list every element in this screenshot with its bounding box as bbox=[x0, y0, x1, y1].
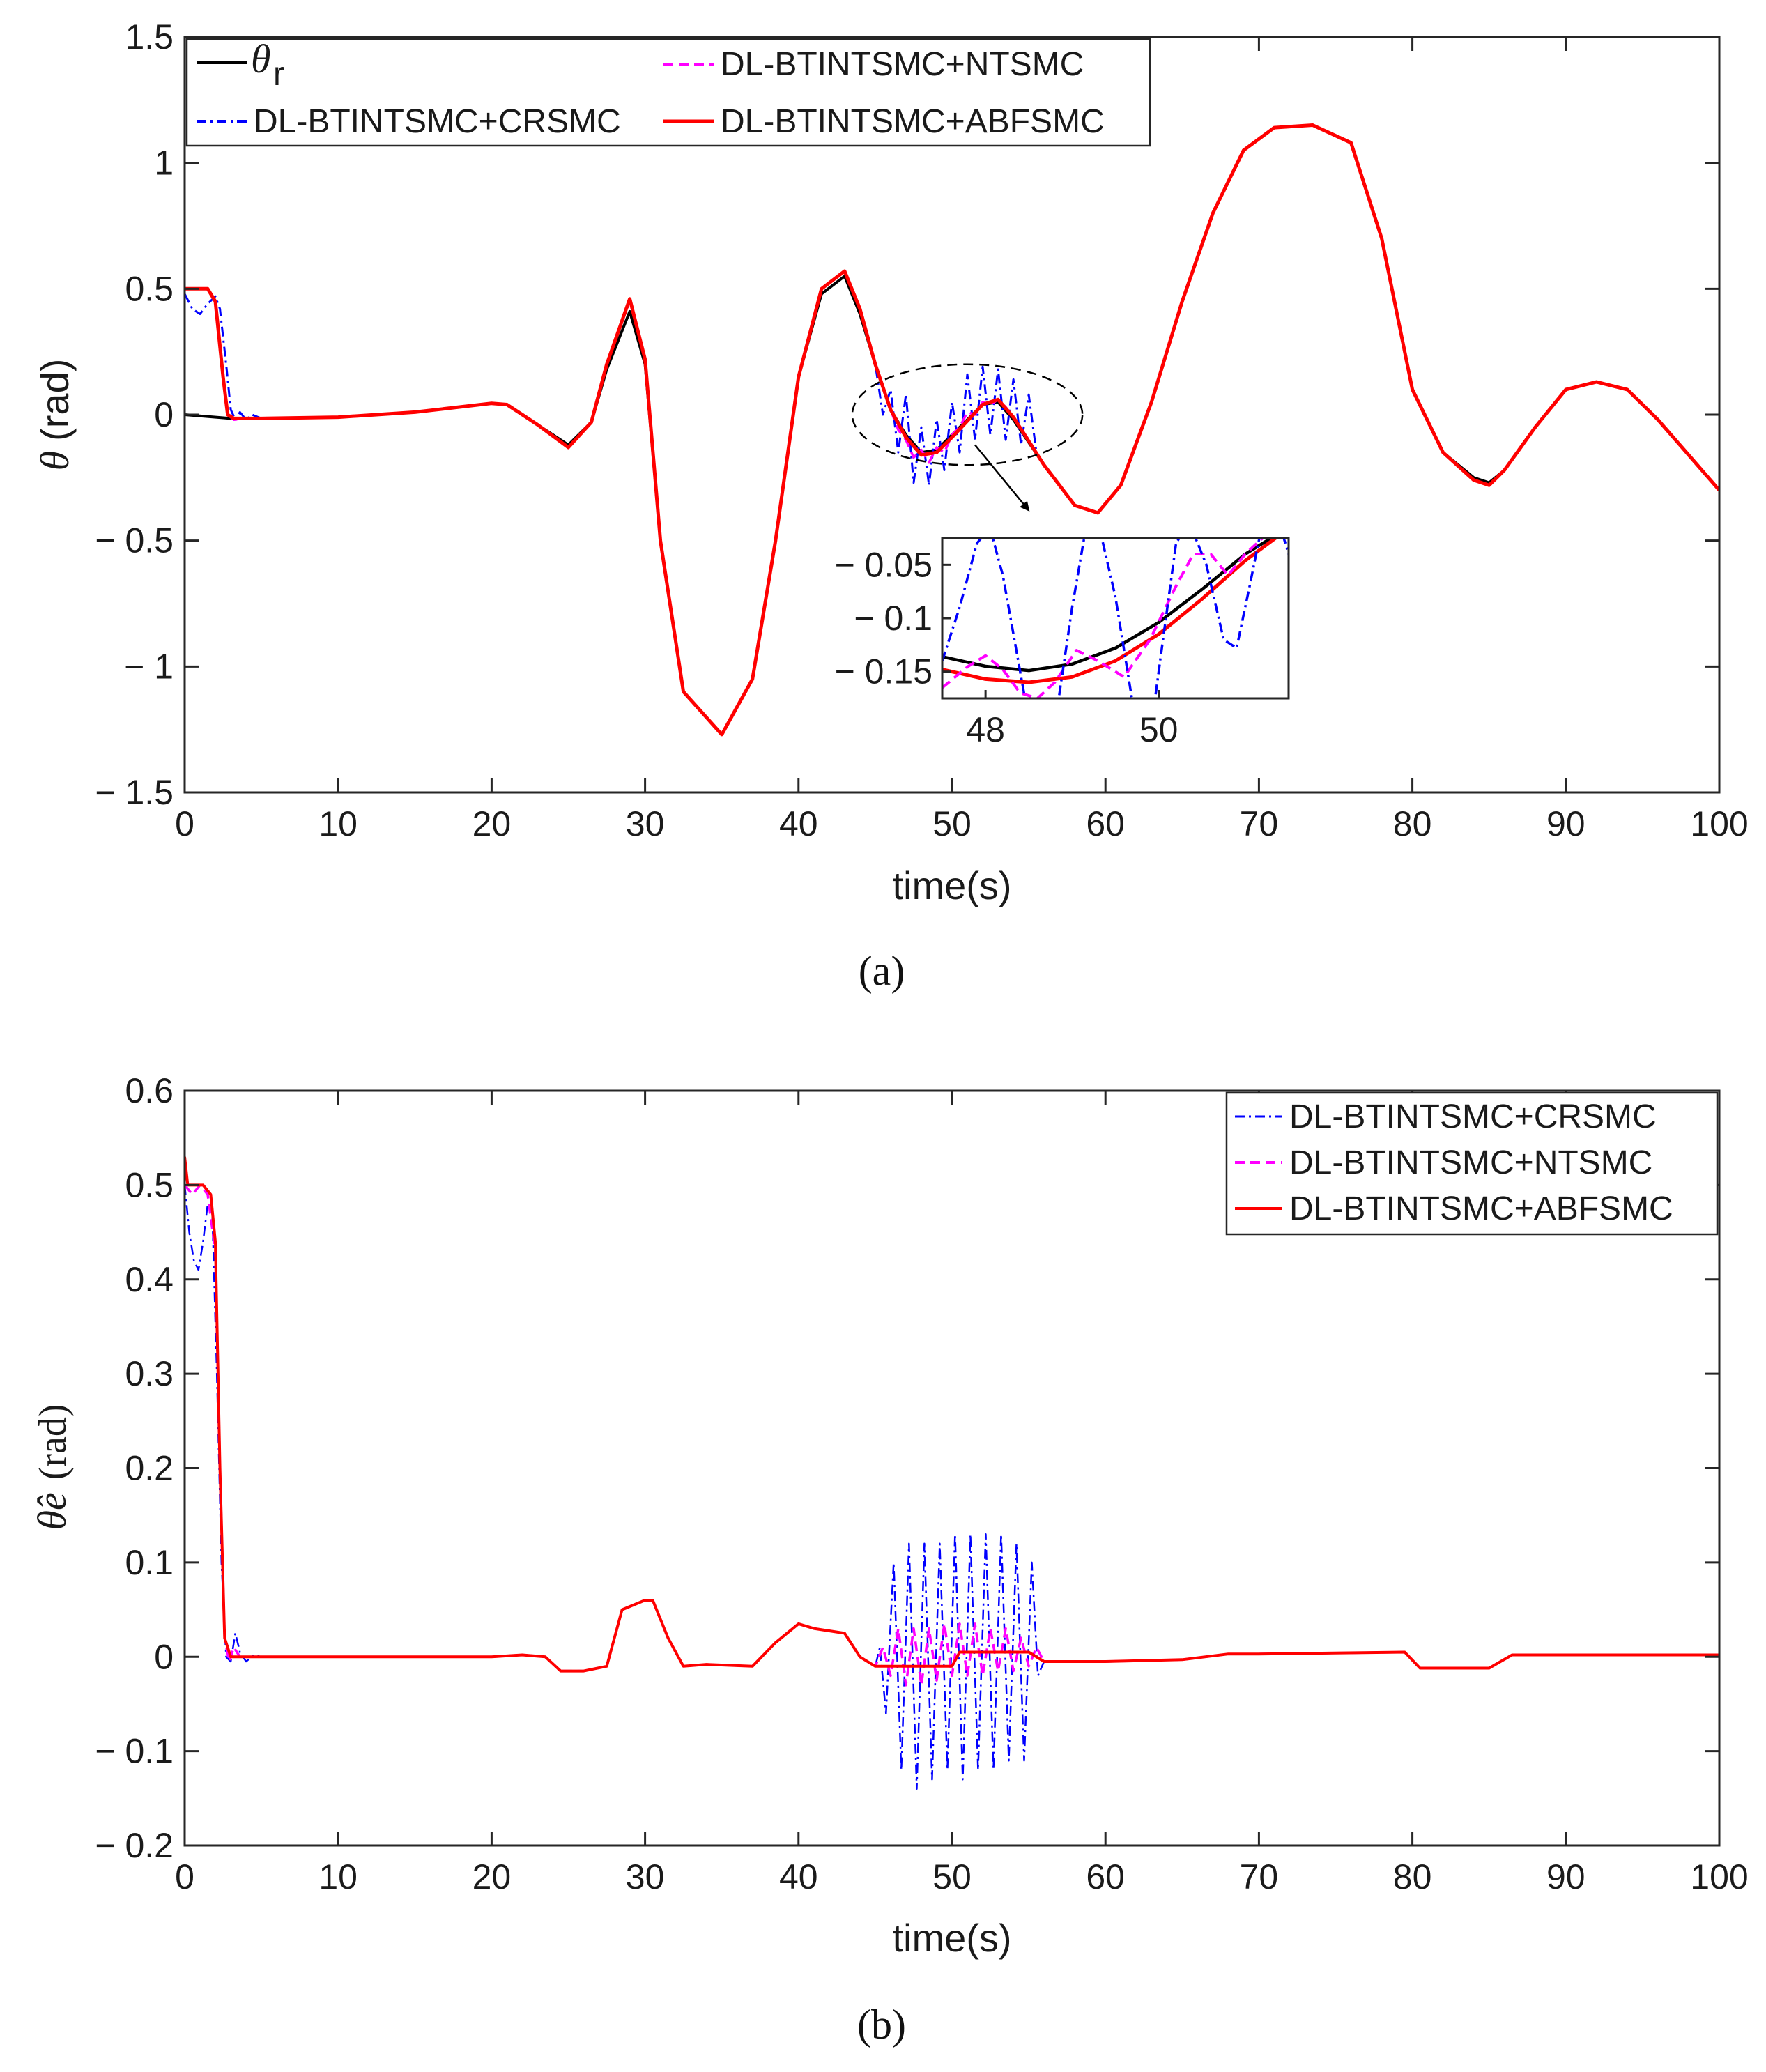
zoom-arrow bbox=[974, 444, 1030, 512]
x-tick-label: 80 bbox=[1393, 804, 1432, 843]
x-tick-label: 70 bbox=[1240, 1857, 1279, 1896]
y-tick-label: 0.3 bbox=[125, 1354, 174, 1393]
legend: DL-BTINTSMC+CRSMC DL-BTINTSMC+NTSMC DL-B… bbox=[1225, 1091, 1719, 1236]
zoom-ellipse bbox=[851, 363, 1084, 466]
y-tick-label: − 0.2 bbox=[95, 1826, 174, 1865]
legend-box bbox=[185, 38, 1151, 147]
inset-y-tick-label: − 0.05 bbox=[835, 545, 932, 584]
y-axis-label-symbol: θ bbox=[32, 451, 77, 471]
x-tick-label: 10 bbox=[318, 804, 358, 843]
axis-ticks: 0 10 20 30 40 50 60 70 80 90 100 − 1.5 − 1 − 0.5 0 0.5 1… bbox=[95, 17, 1748, 843]
x-axis-label: time(s) bbox=[892, 864, 1011, 907]
inset-zoom-plot: 48 50 − 0.15 − 0.1 − 0.05 bbox=[835, 537, 1290, 749]
y-tick-label: 0.1 bbox=[125, 1543, 174, 1582]
legend-box bbox=[1225, 1091, 1719, 1236]
legend-label: DL-BTINTSMC+NTSMC bbox=[721, 46, 1084, 83]
legend-label: θ bbox=[251, 36, 271, 82]
y-tick-label: − 0.5 bbox=[95, 521, 174, 560]
y-tick-label: 0.6 bbox=[125, 1071, 174, 1110]
x-tick-label: 60 bbox=[1086, 1857, 1125, 1896]
panel-caption-b: (b) bbox=[857, 2002, 906, 2048]
series-line-dl-btintsmc-abfsmc bbox=[185, 123, 1719, 737]
legend-label: DL-BTINTSMC+CRSMC bbox=[254, 103, 621, 140]
x-tick-label: 40 bbox=[779, 1857, 818, 1896]
inset-ticks: 48 50 − 0.15 − 0.1 − 0.05 bbox=[835, 545, 1178, 749]
legend-entry: DL-BTINTSMC+CRSMC bbox=[1235, 1098, 1657, 1135]
y-tick-label: 0 bbox=[154, 1637, 174, 1676]
inset-y-tick-label: − 0.1 bbox=[854, 599, 932, 638]
x-tick-label: 20 bbox=[473, 804, 512, 843]
legend-label: DL-BTINTSMC+NTSMC bbox=[1289, 1144, 1652, 1181]
panel-caption-a: (a) bbox=[859, 948, 905, 994]
legend-label: DL-BTINTSMC+ABFSMC bbox=[721, 103, 1105, 140]
svg-text:θ̂e (rad): θ̂e (rad) bbox=[29, 1404, 75, 1530]
y-axis-label: θ (rad) bbox=[32, 359, 77, 471]
series-layer bbox=[185, 1156, 1719, 1790]
axis-ticks: 0 10 20 30 40 50 60 70 80 90 100 − 0.2 − 0.1 0 0.1 0.2 0… bbox=[95, 1071, 1748, 1896]
x-tick-label: 70 bbox=[1240, 804, 1279, 843]
x-tick-label: 90 bbox=[1546, 1857, 1585, 1896]
legend-label: DL-BTINTSMC+CRSMC bbox=[1289, 1098, 1657, 1135]
x-tick-label: 30 bbox=[626, 804, 665, 843]
x-tick-label: 40 bbox=[779, 804, 818, 843]
y-axis-label-unit: (rad) bbox=[33, 359, 77, 441]
inset-x-tick-label: 48 bbox=[966, 710, 1005, 749]
y-tick-label: 0.5 bbox=[125, 269, 174, 308]
legend-entry: θ r bbox=[197, 36, 284, 93]
y-tick-label: 1 bbox=[154, 144, 174, 183]
legend-entry: DL-BTINTSMC+CRSMC bbox=[197, 103, 621, 140]
x-tick-label: 100 bbox=[1690, 1857, 1748, 1896]
legend-entry: DL-BTINTSMC+NTSMC bbox=[1235, 1144, 1652, 1181]
y-tick-label: 1.5 bbox=[125, 17, 174, 56]
zoom-annotation bbox=[851, 363, 1084, 512]
series-layer bbox=[185, 123, 1719, 737]
legend-entry: DL-BTINTSMC+ABFSMC bbox=[1235, 1190, 1673, 1227]
panel-b-theta-e-chart: 0 10 20 30 40 50 60 70 80 90 100 − 0.2 − 0.1 0 0.1 0.2 0… bbox=[29, 1071, 1749, 2048]
x-tick-label: 10 bbox=[318, 1857, 358, 1896]
y-tick-label: 0 bbox=[154, 395, 174, 434]
y-tick-label: 0.2 bbox=[125, 1449, 174, 1488]
y-axis-label-symbol: θ̂e bbox=[29, 1492, 75, 1530]
x-tick-label: 90 bbox=[1546, 804, 1585, 843]
x-tick-label: 80 bbox=[1393, 1857, 1432, 1896]
inset-series-line--r bbox=[942, 538, 1273, 673]
x-axis-label: time(s) bbox=[892, 1916, 1011, 1960]
legend-label: DL-BTINTSMC+ABFSMC bbox=[1289, 1190, 1673, 1227]
inset-series-line-dl-btintsmc-crsmc bbox=[942, 538, 1289, 698]
inset-y-tick-label: − 0.15 bbox=[835, 652, 932, 691]
y-tick-label: − 1.5 bbox=[95, 773, 174, 812]
x-tick-label: 100 bbox=[1690, 804, 1748, 843]
legend: θ r DL-BTINTSMC+NTSMC DL-BTINTSMC+CRSMC … bbox=[185, 36, 1151, 147]
x-tick-label: 0 bbox=[175, 804, 194, 843]
y-tick-label: 0.5 bbox=[125, 1165, 174, 1204]
y-tick-label: 0.4 bbox=[125, 1260, 174, 1299]
y-axis-label-unit: (rad) bbox=[31, 1404, 75, 1480]
y-tick-label: − 1 bbox=[124, 647, 174, 686]
inset-x-tick-label: 50 bbox=[1139, 710, 1178, 749]
legend-label-subscript: r bbox=[273, 56, 284, 93]
y-axis-label: θ̂e (rad) bbox=[29, 1404, 75, 1530]
y-tick-label: − 0.1 bbox=[95, 1732, 174, 1771]
inset-series-line-dl-btintsmc-ntsmc bbox=[942, 538, 1264, 698]
x-tick-label: 0 bbox=[175, 1857, 194, 1896]
x-tick-label: 50 bbox=[932, 1857, 972, 1896]
inset-series-layer bbox=[942, 538, 1289, 698]
x-tick-label: 60 bbox=[1086, 804, 1125, 843]
panel-a-theta-chart: 48 50− 0.15− 0.1− 0.05 0 10 20 30 40 50 60 70 80 9… bbox=[32, 17, 1749, 994]
legend-entry: DL-BTINTSMC+NTSMC bbox=[663, 46, 1084, 83]
series-line-dl-btintsmc-abfsmc bbox=[185, 1156, 1719, 1673]
x-tick-label: 30 bbox=[626, 1857, 665, 1896]
legend-entry: DL-BTINTSMC+ABFSMC bbox=[663, 103, 1105, 140]
x-tick-label: 50 bbox=[932, 804, 972, 843]
x-tick-label: 20 bbox=[473, 1857, 512, 1896]
svg-text:θ (rad): θ (rad) bbox=[32, 359, 77, 471]
